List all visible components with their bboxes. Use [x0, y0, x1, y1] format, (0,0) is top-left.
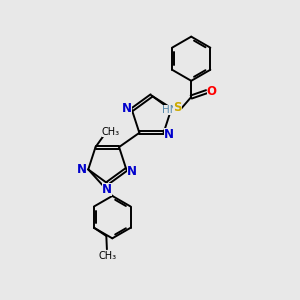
Text: N: N	[102, 183, 112, 196]
Text: N: N	[127, 165, 136, 178]
Text: N: N	[77, 163, 87, 176]
Text: CH₃: CH₃	[102, 127, 120, 137]
Text: CH₃: CH₃	[98, 251, 116, 261]
Text: S: S	[173, 101, 182, 114]
Text: N: N	[164, 128, 174, 141]
Text: O: O	[207, 85, 217, 98]
Text: N: N	[122, 102, 132, 115]
Text: HN: HN	[162, 105, 178, 115]
